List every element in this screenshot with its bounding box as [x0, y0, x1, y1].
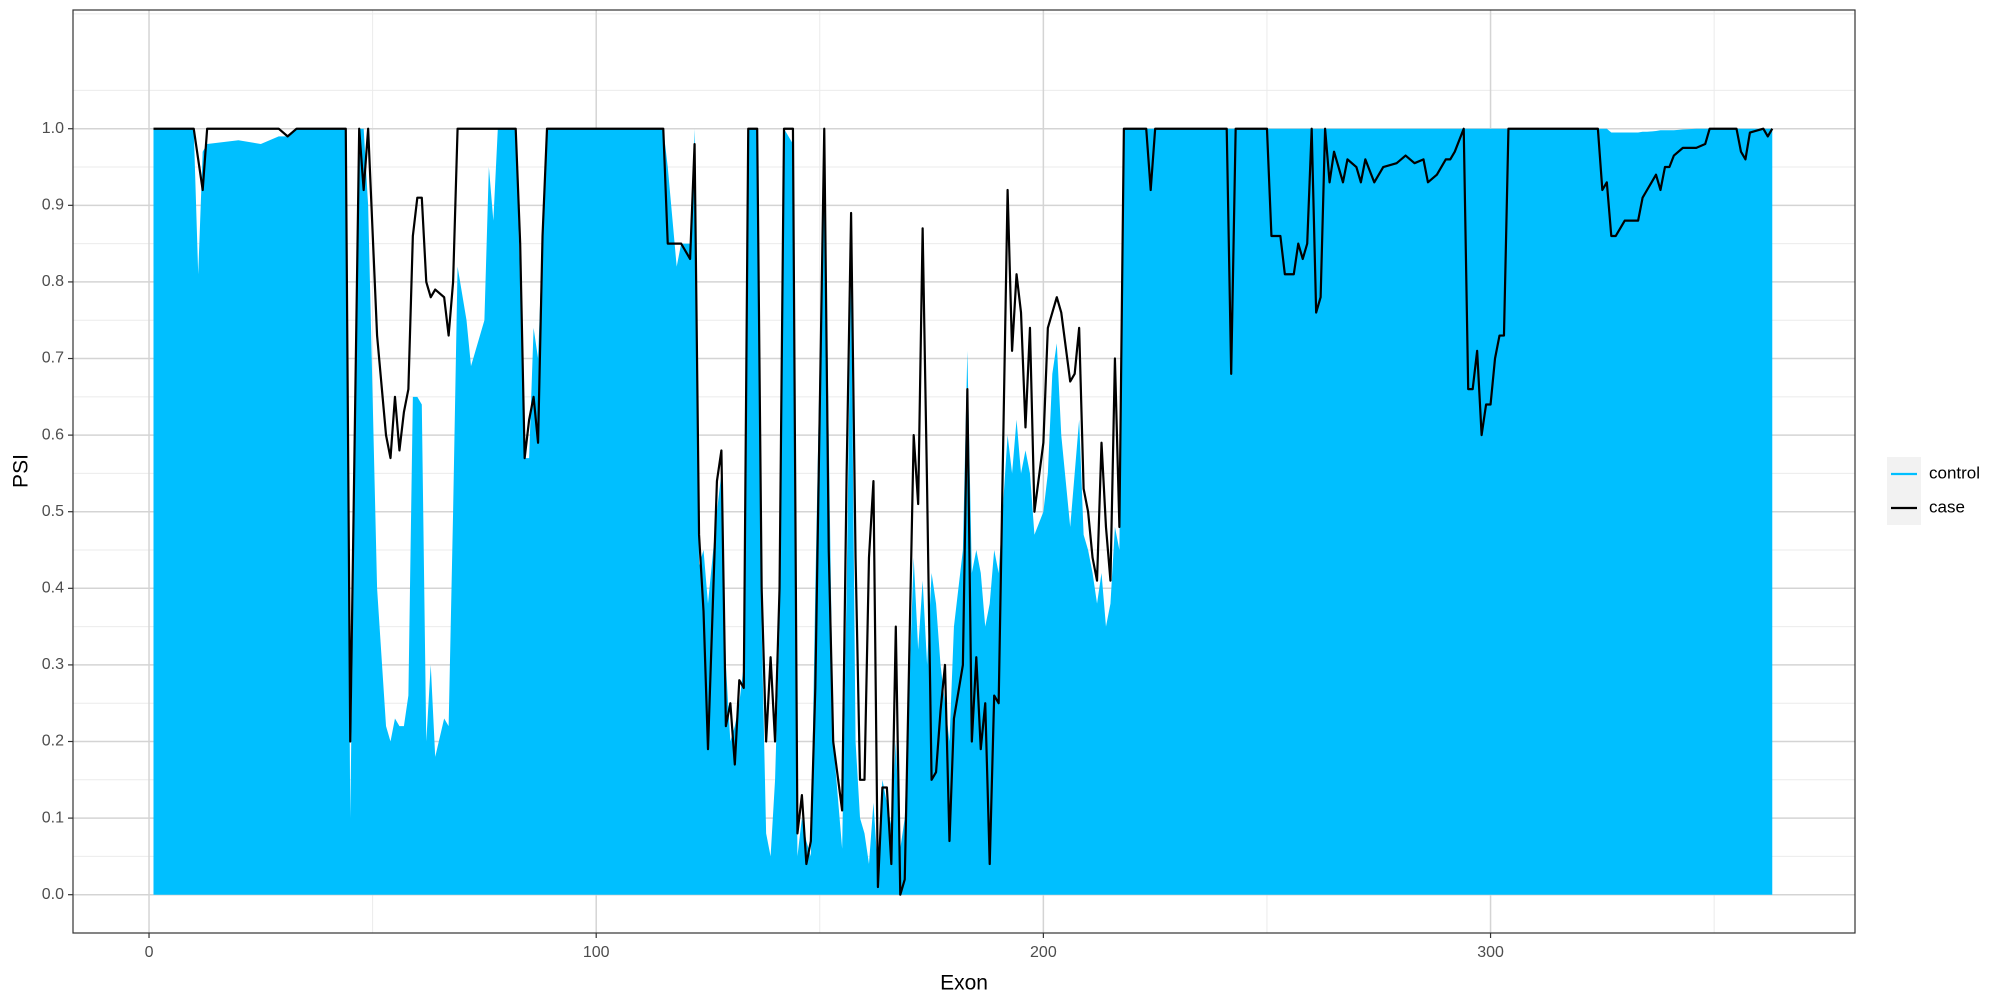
y-tick-label: 0.3	[42, 656, 64, 673]
y-tick-label: 0.1	[42, 809, 64, 826]
y-tick-label: 0.4	[42, 580, 64, 597]
area	[153, 128, 1773, 895]
y-tick-label: 0.5	[42, 503, 64, 520]
y-tick-label: 0.6	[42, 426, 64, 443]
y-tick-label: 1.0	[42, 120, 64, 137]
y-tick-label: 0.7	[42, 350, 64, 367]
y-tick-label: 0.0	[42, 886, 64, 903]
legend-label: case	[1929, 497, 1965, 516]
x-tick-label: 300	[1477, 944, 1504, 961]
y-tick-label: 0.2	[42, 733, 64, 750]
legend-label: control	[1929, 463, 1980, 482]
y-axis-title: PSI	[10, 454, 33, 488]
x-tick-label: 200	[1030, 944, 1057, 961]
x-tick-label: 0	[145, 944, 154, 961]
line	[153, 127, 1774, 896]
x-axis-title: Exon	[940, 972, 988, 995]
x-tick-label: 100	[583, 944, 610, 961]
y-tick-label: 0.9	[42, 197, 64, 214]
y-tick-label: 0.8	[42, 273, 64, 290]
panel-border	[72, 9, 1856, 934]
